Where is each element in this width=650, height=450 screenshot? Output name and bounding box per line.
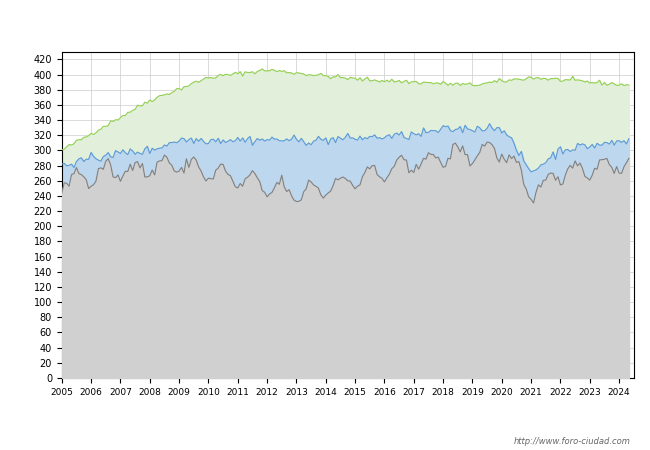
Text: http://www.foro-ciudad.com: http://www.foro-ciudad.com	[514, 436, 630, 446]
Text: el Palomar - Evolucion de la poblacion en edad de Trabajar Mayo de 2024: el Palomar - Evolucion de la poblacion e…	[90, 17, 560, 30]
